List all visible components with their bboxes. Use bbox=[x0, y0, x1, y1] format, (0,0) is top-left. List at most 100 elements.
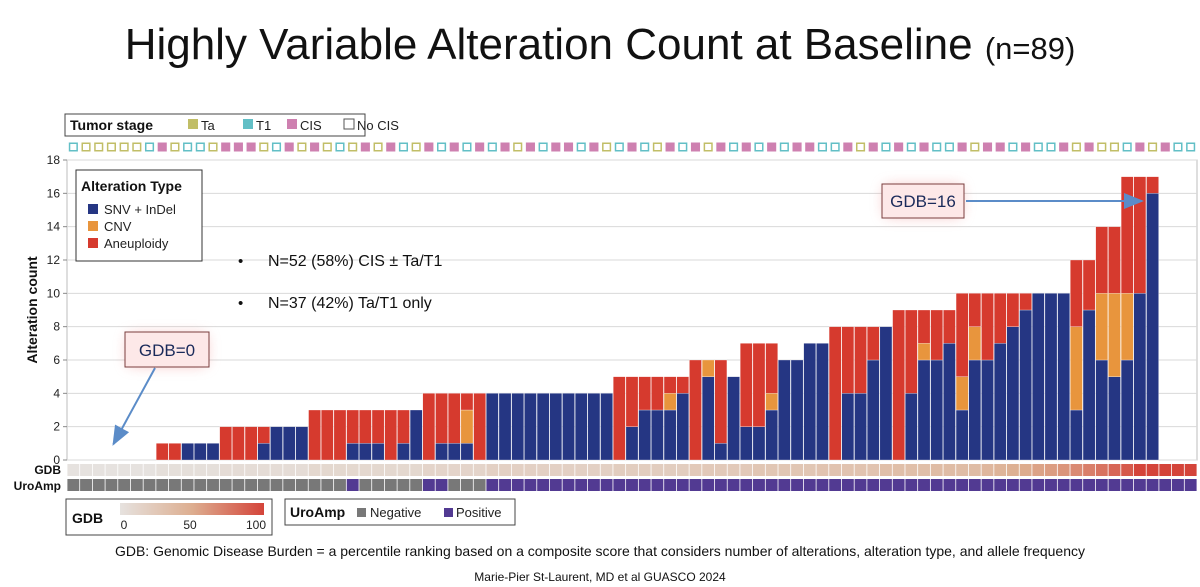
gdb-cell-61 bbox=[841, 464, 854, 476]
gdb-cell-40 bbox=[575, 464, 588, 476]
bar-aneuploidy-65 bbox=[892, 309, 905, 461]
bar-snv-39 bbox=[562, 393, 575, 461]
bar-snv-52 bbox=[727, 376, 740, 461]
bar-snv-24 bbox=[371, 443, 385, 461]
bar-aneuploidy-14 bbox=[244, 426, 258, 461]
cis-cell-0 bbox=[70, 144, 77, 150]
cis-cell-7 bbox=[159, 144, 166, 150]
uroamp-cell-66 bbox=[905, 479, 918, 491]
bar-aneuploidy-29 bbox=[435, 393, 448, 444]
gdb-cell-68 bbox=[930, 464, 943, 476]
uroamp-cell-81 bbox=[1095, 479, 1108, 491]
uroamp-cell-17 bbox=[283, 479, 296, 491]
cis-cell-49 bbox=[692, 144, 699, 150]
cis-cell-56 bbox=[781, 144, 788, 150]
gdb-cell-43 bbox=[613, 464, 626, 476]
uroamp-legend-label-1: Positive bbox=[456, 505, 502, 520]
bar-snv-46 bbox=[651, 409, 664, 461]
cis-cell-26 bbox=[400, 144, 407, 150]
cis-cell-24 bbox=[375, 144, 382, 150]
uroamp-cell-87 bbox=[1172, 479, 1184, 491]
gdb-cell-53 bbox=[740, 464, 753, 476]
uroamp-cell-19 bbox=[308, 479, 321, 491]
cis-cell-33 bbox=[489, 144, 496, 150]
gdb-cell-74 bbox=[1006, 464, 1019, 476]
y-tick-label-2: 2 bbox=[53, 420, 60, 434]
bar-aneuploidy-62 bbox=[854, 326, 867, 394]
bar-aneuploidy-80 bbox=[1082, 259, 1096, 311]
gdb0-callout-text: GDB=0 bbox=[139, 341, 195, 360]
cis-cell-88 bbox=[1187, 144, 1194, 150]
gdb-cell-84 bbox=[1133, 464, 1146, 476]
bar-aneuploidy-7 bbox=[156, 443, 169, 461]
bar-aneuploidy-22 bbox=[346, 409, 359, 444]
gdb16-callout bbox=[881, 183, 965, 219]
gdb-cell-16 bbox=[270, 464, 283, 476]
bar-snv-70 bbox=[955, 409, 969, 461]
gdb-scale-title: GDB bbox=[72, 510, 103, 526]
cis-cell-61 bbox=[844, 144, 851, 150]
uroamp-cell-63 bbox=[867, 479, 880, 491]
gdb-cell-27 bbox=[410, 464, 423, 476]
uroamp-cell-10 bbox=[194, 479, 207, 491]
cis-cell-70 bbox=[959, 144, 966, 150]
gdb-cell-81 bbox=[1095, 464, 1108, 476]
cis-cell-55 bbox=[768, 144, 775, 150]
alteration-legend-label-0: SNV + InDel bbox=[104, 202, 176, 217]
uroamp-cell-15 bbox=[257, 479, 270, 491]
uroamp-cell-6 bbox=[143, 479, 156, 491]
bar-aneuploidy-19 bbox=[308, 409, 321, 461]
gdb-cell-54 bbox=[753, 464, 765, 476]
bar-snv-44 bbox=[625, 426, 639, 461]
cis-cell-28 bbox=[425, 144, 432, 150]
bullet-dot-1: • bbox=[238, 295, 243, 312]
uroamp-cell-51 bbox=[714, 479, 727, 491]
uroamp-cell-2 bbox=[92, 479, 105, 491]
cis-cell-57 bbox=[794, 144, 801, 150]
uroamp-cell-7 bbox=[156, 479, 169, 491]
uroamp-cell-29 bbox=[435, 479, 448, 491]
stage-legend-swatch-3 bbox=[343, 118, 355, 130]
bar-snv-11 bbox=[206, 443, 220, 461]
bar-snv-38 bbox=[549, 393, 563, 461]
gdb-cell-6 bbox=[143, 464, 156, 476]
bar-snv-56 bbox=[778, 359, 791, 461]
bar-snv-83 bbox=[1120, 359, 1134, 461]
y-tick-label-10: 10 bbox=[47, 286, 61, 300]
uroamp-cell-43 bbox=[613, 479, 626, 491]
cis-cell-75 bbox=[1022, 144, 1029, 150]
bar-aneuploidy-60 bbox=[828, 326, 842, 461]
cis-cell-10 bbox=[197, 144, 204, 150]
gdb-cell-65 bbox=[892, 464, 905, 476]
uroamp-cell-78 bbox=[1057, 479, 1070, 491]
bar-cnv-31 bbox=[460, 409, 474, 444]
bar-aneuploidy-15 bbox=[257, 426, 270, 444]
cis-cell-76 bbox=[1035, 144, 1042, 150]
gdb-cell-10 bbox=[194, 464, 207, 476]
gdb-cell-77 bbox=[1045, 464, 1057, 476]
uroamp-cell-42 bbox=[600, 479, 613, 491]
uroamp-cell-88 bbox=[1184, 479, 1197, 491]
bar-snv-18 bbox=[295, 426, 309, 461]
bar-snv-23 bbox=[359, 443, 372, 461]
gdb-cell-76 bbox=[1032, 464, 1045, 476]
gdb-cell-83 bbox=[1121, 464, 1134, 476]
gdb-cell-41 bbox=[587, 464, 600, 476]
bar-snv-53 bbox=[740, 426, 753, 461]
bar-aneuploidy-75 bbox=[1019, 293, 1032, 311]
bar-snv-81 bbox=[1095, 359, 1108, 461]
slide-title: Highly Variable Alteration Count at Base… bbox=[0, 20, 1200, 70]
bar-aneuploidy-23 bbox=[359, 409, 372, 444]
gdb-cell-5 bbox=[130, 464, 143, 476]
cis-cell-66 bbox=[908, 144, 915, 150]
uroamp-legend-box bbox=[284, 498, 516, 526]
bar-aneuploidy-48 bbox=[676, 376, 689, 394]
gdb-cell-42 bbox=[600, 464, 613, 476]
bar-snv-64 bbox=[879, 326, 893, 461]
bar-snv-66 bbox=[905, 393, 918, 461]
cis-cell-64 bbox=[882, 144, 889, 150]
uroamp-cell-27 bbox=[410, 479, 423, 491]
gdb-cell-63 bbox=[867, 464, 880, 476]
bar-aneuploidy-81 bbox=[1095, 226, 1108, 294]
